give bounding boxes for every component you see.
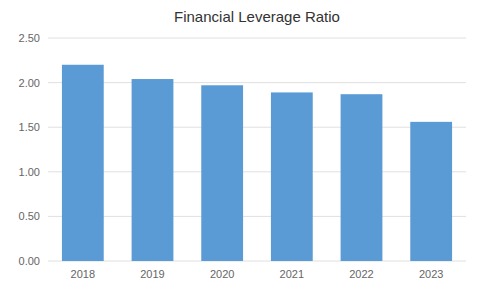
page: {"chart_data": {"type": "bar", "title": … [0, 0, 480, 289]
grid [48, 38, 466, 261]
x-axis: 2018 2019 2020 2021 2022 2023 [71, 268, 444, 280]
x-tick-label: 2021 [280, 268, 304, 280]
bar [410, 122, 452, 261]
grid-line [48, 216, 466, 217]
y-tick-label: 1.50 [19, 121, 40, 133]
grid-line [48, 127, 466, 128]
y-tick-label: 1.00 [19, 166, 40, 178]
y-tick-label: 2.00 [19, 77, 40, 89]
y-tick-label: 0.50 [19, 210, 40, 222]
bars [62, 65, 452, 261]
y-axis: 0.00 0.50 1.00 1.50 2.00 2.50 [19, 32, 40, 267]
bar [341, 94, 383, 261]
x-tick-label: 2023 [419, 268, 443, 280]
bar [201, 85, 243, 261]
bar [132, 79, 174, 261]
y-tick-label: 2.50 [19, 32, 40, 44]
grid-line [48, 82, 466, 83]
chart: Financial Leverage Ratio 0.00 0.50 1.00 1.50… [0, 0, 480, 289]
grid-line [48, 261, 466, 262]
grid-line [48, 171, 466, 172]
bar [271, 92, 313, 261]
x-tick-label: 2018 [71, 268, 95, 280]
x-tick-label: 2022 [349, 268, 373, 280]
y-tick-label: 0.00 [19, 255, 40, 267]
bar [62, 65, 104, 261]
title: Financial Leverage Ratio [174, 8, 340, 25]
x-tick-label: 2019 [140, 268, 164, 280]
x-tick-label: 2020 [210, 268, 234, 280]
grid-line [48, 38, 466, 39]
